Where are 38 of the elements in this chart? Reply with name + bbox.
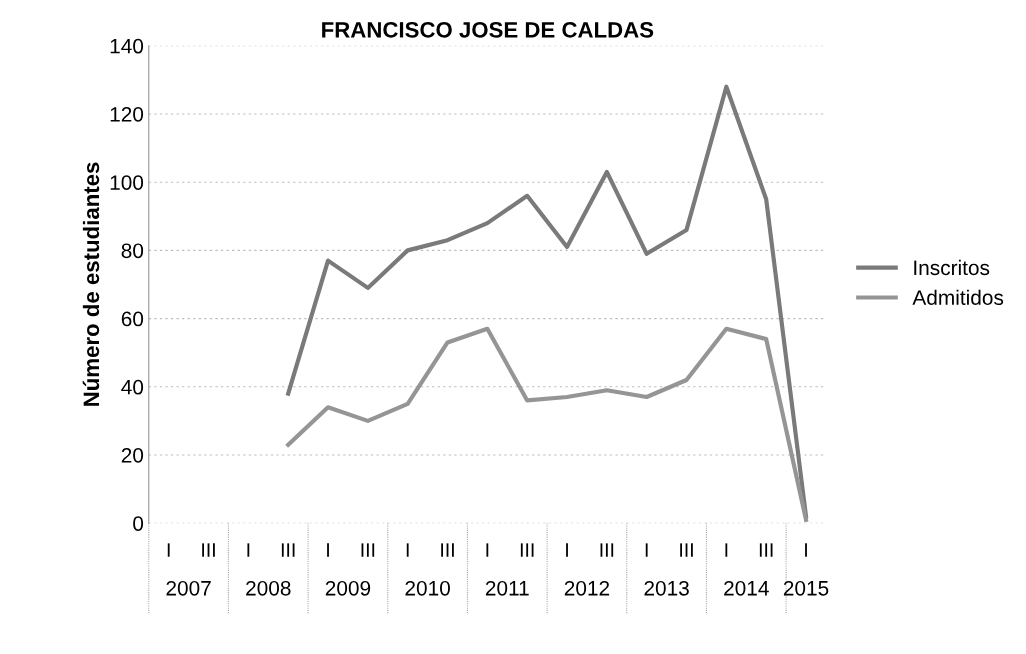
- x-tick-label: III: [520, 543, 534, 557]
- text: 2009: [325, 580, 371, 596]
- y-tick-label: 60: [121, 311, 144, 327]
- x-tick-label: III: [281, 543, 295, 557]
- text: 2012: [564, 580, 610, 596]
- x-tick-label: I: [247, 543, 250, 557]
- x-tick-label: I: [327, 543, 329, 557]
- y-tick-label: 20: [121, 448, 144, 463]
- chart-title: FRANCISCO JOSE DE CALDAS: [322, 21, 654, 38]
- x-tick-label: III: [441, 543, 454, 557]
- x-tick-label: I: [725, 543, 728, 557]
- x-tick-label: I: [406, 543, 409, 557]
- x-tick-label: III: [600, 543, 614, 557]
- y-tick-label: 0: [133, 516, 144, 531]
- legend-label: Admitidos: [912, 289, 1004, 305]
- text: 2007: [166, 580, 211, 596]
- x-tick-label: I: [645, 543, 648, 557]
- text: 2014: [724, 580, 769, 596]
- x-tick-label: I: [486, 543, 489, 557]
- text: 2010: [405, 580, 450, 596]
- y-tick-label: 100: [110, 175, 144, 190]
- y-axis-title: Número de estudiantes: [82, 162, 100, 406]
- x-tick-label: III: [202, 543, 215, 557]
- y-tick-label: 140: [110, 38, 144, 54]
- x-tick-label: III: [759, 543, 773, 557]
- text: 2013: [644, 580, 689, 596]
- text: 2008: [246, 580, 291, 596]
- legend-label: Inscritos: [914, 259, 990, 276]
- text: 2011: [485, 580, 529, 596]
- x-tick-label: III: [361, 543, 375, 557]
- text: 2015: [783, 580, 829, 596]
- y-tick-label: 80: [121, 243, 144, 259]
- x-tick-label: I: [566, 543, 568, 557]
- y-tick-label: 40: [121, 379, 144, 395]
- y-tick-label: 120: [110, 106, 144, 122]
- x-tick-label: I: [805, 543, 807, 557]
- x-tick-label: I: [167, 543, 170, 557]
- x-tick-label: III: [680, 543, 693, 557]
